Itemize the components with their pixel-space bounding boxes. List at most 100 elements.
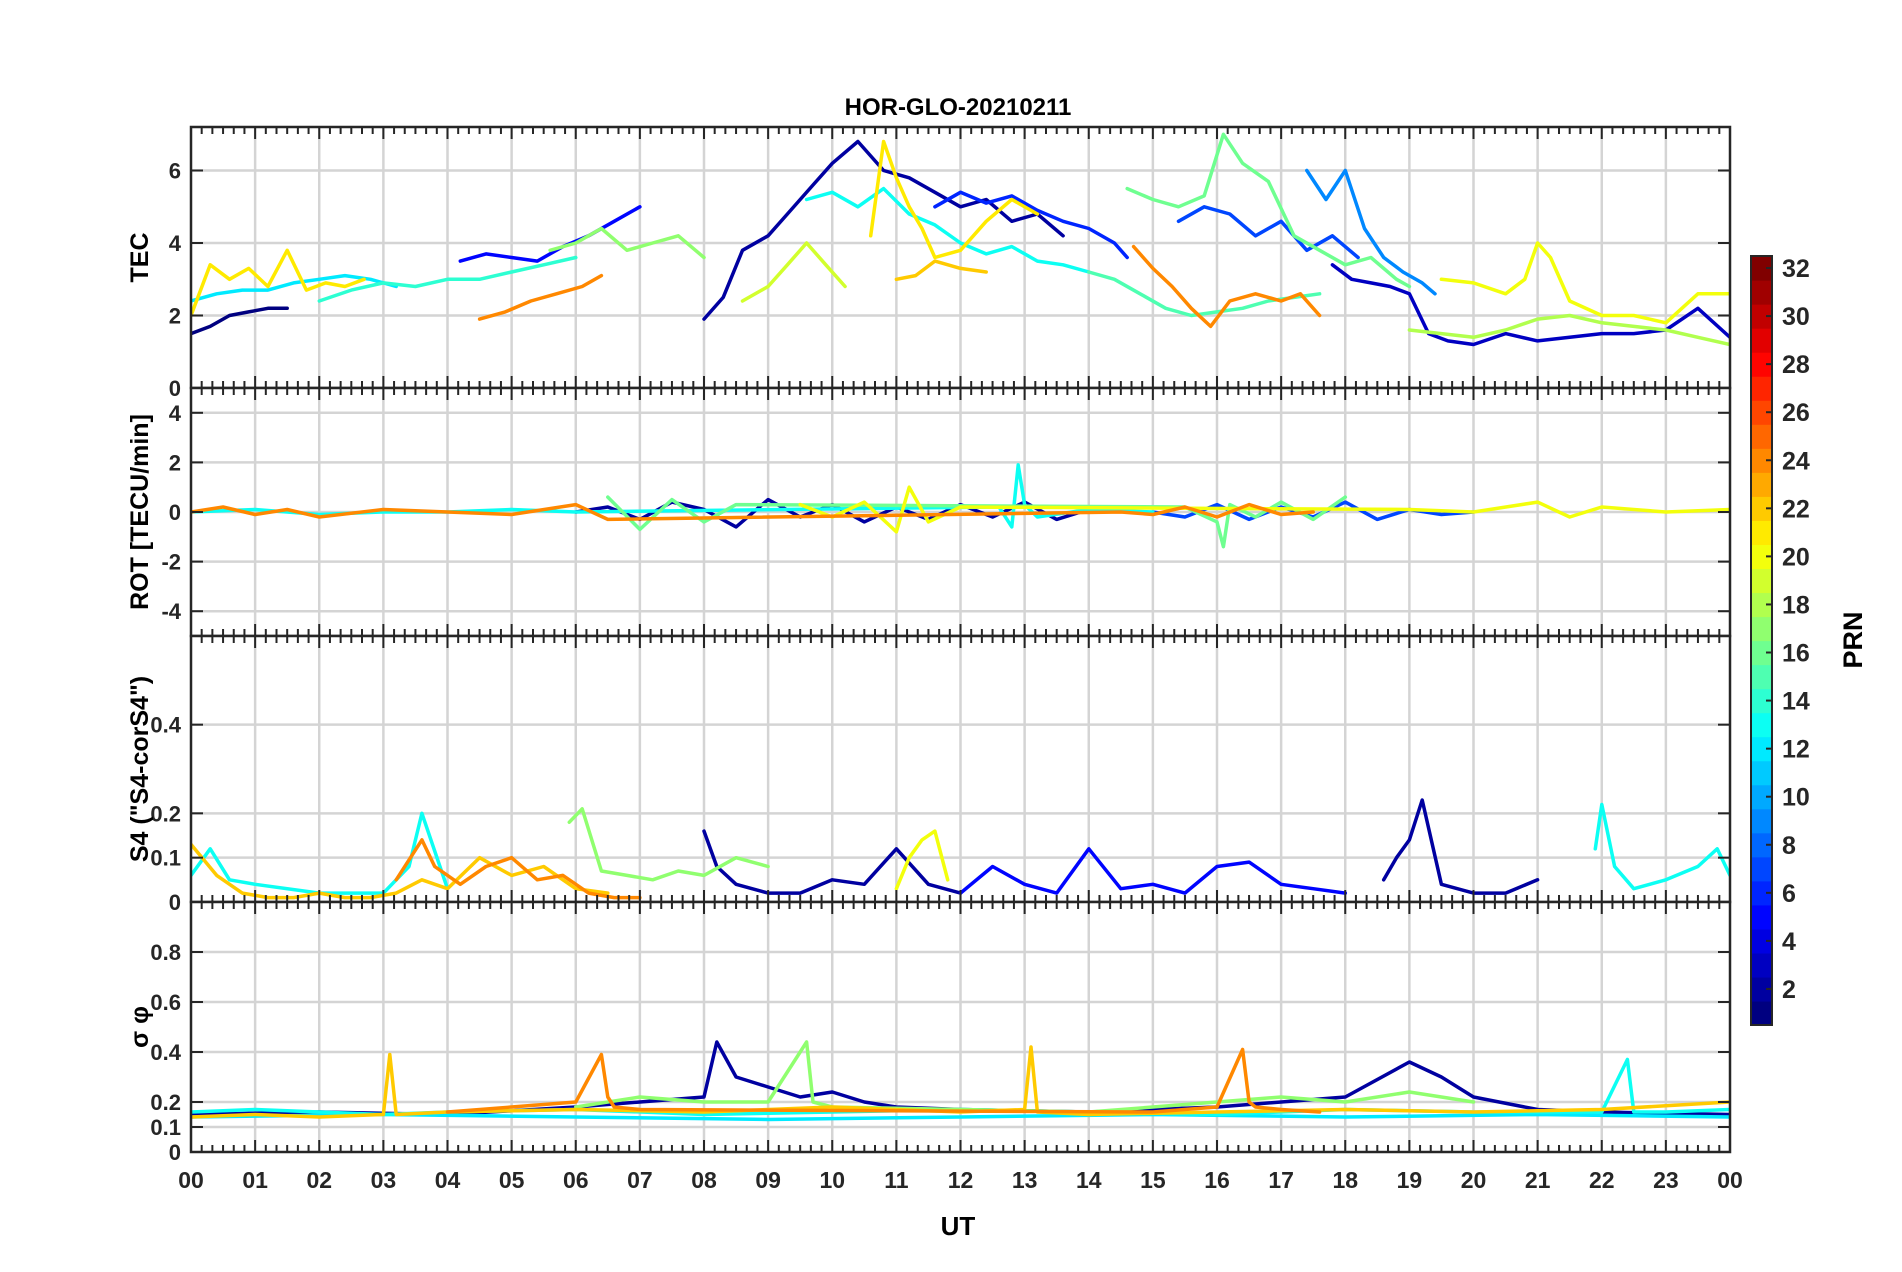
series-line-prn-13	[804, 186, 1091, 274]
x-tick-label: 07	[627, 1167, 653, 1193]
x-tick-label: 02	[306, 1167, 332, 1193]
series-line-prn-1	[191, 306, 289, 336]
y-tick-label: 4	[169, 401, 182, 426]
series-line-prn-17	[548, 226, 706, 260]
panel-sigma_phi-series	[191, 1040, 1730, 1122]
y-tick-label: 6	[169, 159, 181, 184]
x-tick-label: 04	[435, 1167, 461, 1193]
colorbar-tick-label: 2	[1782, 976, 1796, 1004]
panel-sigma_phi-border	[189, 900, 1732, 1154]
colorbar-segment	[1751, 544, 1772, 570]
colorbar-segment	[1751, 712, 1772, 738]
colorbar-segment	[1751, 760, 1772, 786]
colorbar-tick-label: 20	[1782, 543, 1810, 571]
colorbar-segment	[1751, 928, 1772, 954]
series-line-prn-19	[740, 241, 847, 303]
y-tick-label: 0.1	[150, 846, 181, 871]
x-tick-label: 05	[499, 1167, 525, 1193]
colorbar-segment	[1751, 832, 1772, 858]
series-line-prn-21	[868, 139, 1040, 260]
colorbar-segment	[1751, 592, 1772, 618]
series-line-prn-24	[191, 502, 1315, 522]
colorbar-segment	[1751, 424, 1772, 449]
panel-sigma_phi: 00.10.2 0.4 0.6 0.8 σ φ	[126, 900, 1732, 1165]
x-tick-label: 19	[1397, 1167, 1423, 1193]
colorbar-segment	[1751, 280, 1772, 305]
colorbar-tick-label: 6	[1782, 880, 1796, 908]
series-line-prn-16	[1125, 132, 1412, 289]
colorbar-segment	[1751, 352, 1772, 377]
series-line-prn-18	[1407, 313, 1730, 347]
x-tick-label: 10	[819, 1167, 845, 1193]
panel-tec: 0 2 4 6 TEC	[126, 125, 1732, 401]
series-line-prn-21	[191, 248, 366, 318]
colorbar-segment	[1751, 952, 1772, 978]
colorbar-segment	[1751, 304, 1772, 329]
y-tick-label: 0	[169, 376, 181, 401]
panel-rot-series	[191, 463, 1730, 549]
series-line-prn-6	[933, 190, 1129, 260]
series-line-prn-7	[1176, 205, 1360, 260]
colorbar-segment	[1751, 472, 1772, 497]
series-line-prn-16	[606, 495, 1348, 549]
colorbar-tick-label: 12	[1782, 736, 1810, 764]
colorbar-segment	[1751, 496, 1772, 521]
colorbar-tick-label: 24	[1782, 447, 1810, 475]
x-tick-label: 12	[948, 1167, 974, 1193]
colorbar-tick-label: 26	[1782, 399, 1810, 427]
series-line-prn-2	[1381, 798, 1540, 895]
series-line-prn-9	[1305, 168, 1437, 296]
colorbar-tick-label: 32	[1782, 255, 1810, 283]
y-tick-label: -2	[161, 550, 181, 575]
x-tick-label: 18	[1332, 1167, 1358, 1193]
y-axis-label-s4: S4 ("S4-corS4")	[126, 676, 154, 862]
colorbar-tick-label: 14	[1782, 688, 1810, 716]
colorbar-segment	[1751, 976, 1772, 1002]
series-line-prn-12	[191, 273, 398, 303]
colorbar-tick-label: 30	[1782, 303, 1810, 331]
series-line-prn-12	[191, 1112, 1730, 1122]
colorbar-segment	[1751, 256, 1772, 281]
panel-rot: -4 -2 0 2 4 ROT [TECU/min]	[126, 386, 1732, 638]
series-line-prn-2	[702, 829, 963, 895]
colorbar-segment	[1751, 736, 1772, 762]
x-tick-label: 13	[1012, 1167, 1038, 1193]
colorbar-segment	[1751, 664, 1772, 690]
x-tick-label: 09	[755, 1167, 781, 1193]
colorbar-segment	[1751, 856, 1772, 882]
y-tick-label: 2	[169, 450, 181, 475]
colorbar-label: PRN	[1838, 611, 1868, 668]
series-line-prn-24	[394, 838, 642, 900]
series-line-prn-17	[567, 807, 770, 882]
colorbar-segment	[1751, 784, 1772, 810]
x-tick-label: 01	[242, 1167, 268, 1193]
x-tick-label: 00	[1717, 1167, 1743, 1193]
colorbar-segment	[1751, 880, 1772, 906]
y-tick-label: 4	[169, 231, 182, 256]
series-line-prn-3	[1330, 263, 1730, 347]
x-tick-label: 21	[1525, 1167, 1551, 1193]
x-tick-label: 23	[1653, 1167, 1679, 1193]
colorbar-border	[1750, 255, 1773, 1026]
colorbar-segment	[1751, 688, 1772, 714]
colorbar-segment	[1751, 904, 1772, 930]
y-tick-label: -4	[161, 599, 181, 624]
panel-tec-series	[191, 132, 1730, 347]
series-line-prn-2	[191, 1040, 1730, 1117]
x-tick-label: 16	[1204, 1167, 1230, 1193]
colorbar-segment	[1751, 328, 1772, 353]
x-tick-label: 15	[1140, 1167, 1166, 1193]
series-line-prn-20	[1439, 241, 1730, 325]
colorbar-tick-label: 28	[1782, 351, 1810, 379]
colorbar-segment	[1751, 1000, 1772, 1026]
x-tick-label: 08	[691, 1167, 717, 1193]
colorbar-segment	[1751, 808, 1772, 834]
colorbar-segment	[1751, 376, 1772, 401]
y-tick-label: 0.4	[150, 713, 181, 738]
colorbar-segment	[1751, 520, 1772, 545]
x-tick-label: 17	[1268, 1167, 1294, 1193]
x-tick-label: 11	[884, 1167, 909, 1193]
colorbar-segment	[1751, 568, 1772, 594]
